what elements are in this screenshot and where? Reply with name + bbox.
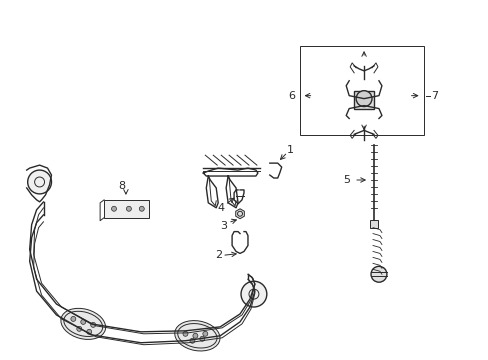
Text: 8: 8 <box>118 181 125 191</box>
Text: 1: 1 <box>286 145 294 155</box>
Text: 3: 3 <box>220 221 227 231</box>
Text: 5: 5 <box>343 175 349 185</box>
Circle shape <box>200 336 204 341</box>
Text: 4: 4 <box>217 203 224 213</box>
Bar <box>299 46 423 135</box>
Circle shape <box>111 206 116 211</box>
Bar <box>353 91 373 109</box>
Circle shape <box>189 338 195 343</box>
Text: 6: 6 <box>288 91 295 101</box>
Circle shape <box>81 319 85 324</box>
Bar <box>369 220 377 228</box>
Circle shape <box>203 331 207 336</box>
Text: 7: 7 <box>431 91 438 101</box>
Bar <box>104 200 148 218</box>
Circle shape <box>370 266 386 282</box>
Circle shape <box>139 206 144 211</box>
Circle shape <box>183 331 187 336</box>
Circle shape <box>28 170 51 194</box>
Circle shape <box>71 316 76 321</box>
Circle shape <box>90 323 96 327</box>
Circle shape <box>241 281 266 307</box>
Circle shape <box>126 206 131 211</box>
Ellipse shape <box>174 321 220 351</box>
Ellipse shape <box>61 308 105 339</box>
Circle shape <box>77 327 81 331</box>
Circle shape <box>192 333 198 338</box>
Circle shape <box>86 329 92 334</box>
Circle shape <box>355 91 371 107</box>
Text: 2: 2 <box>214 251 222 260</box>
